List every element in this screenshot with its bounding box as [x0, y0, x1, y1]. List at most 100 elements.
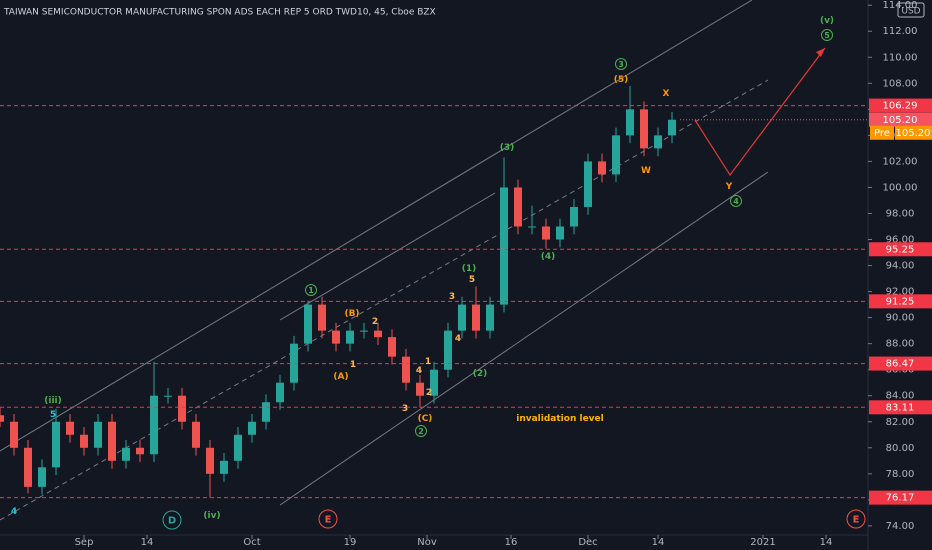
candle-body — [304, 304, 312, 344]
wave-label: 3 — [402, 404, 408, 414]
channel-middle — [0, 79, 769, 521]
candle-body — [374, 330, 382, 338]
candle-body — [234, 434, 242, 461]
currency-box[interactable] — [897, 2, 925, 18]
level-label-box — [869, 356, 932, 371]
candle-body — [444, 330, 452, 370]
level-label-box — [869, 294, 932, 309]
wave-label: 5 — [824, 31, 830, 40]
candle-body — [500, 187, 508, 305]
candle-body — [556, 226, 564, 240]
wave-label: 1 — [308, 286, 314, 295]
candle-body — [108, 421, 116, 461]
channel-upper — [0, 0, 753, 452]
x-tick-label: Oct — [243, 537, 260, 548]
level-label-box — [869, 400, 932, 415]
candle-body — [206, 447, 214, 474]
level-label: 91.25 — [886, 296, 915, 307]
wave-label: 4 — [11, 507, 17, 517]
y-tick-label: 78.00 — [886, 469, 915, 480]
candle-body — [654, 135, 662, 149]
y-tick-label: 98.00 — [886, 208, 915, 219]
last-price-box — [869, 112, 932, 127]
y-tick-label: 92.00 — [886, 287, 915, 298]
premarket-tag: Pre — [874, 128, 890, 139]
candle-body — [122, 447, 130, 461]
wave-label: 4 — [733, 197, 739, 206]
wave-label: Y — [725, 182, 733, 192]
wave-label: (iii) — [44, 396, 61, 406]
candle-body — [24, 447, 32, 487]
candle-body — [640, 109, 648, 149]
wave-label: invalidation level — [516, 414, 603, 424]
wave-label: (4) — [541, 252, 556, 262]
wave-label: (C) — [418, 414, 433, 424]
wave-circle — [305, 284, 317, 296]
level-label: 95.25 — [886, 244, 915, 255]
candle-body — [248, 421, 256, 435]
candle-body — [94, 421, 102, 448]
y-tick-label: 88.00 — [886, 339, 915, 350]
y-tick-label: 102.00 — [883, 156, 918, 167]
wave-label: 2 — [372, 317, 378, 327]
x-tick-label: 14 — [652, 537, 665, 548]
candle-body — [318, 304, 326, 331]
wave-circle — [821, 29, 833, 41]
x-tick-label: 14 — [141, 537, 154, 548]
candle-body — [514, 187, 522, 227]
projection-arrow — [694, 47, 826, 177]
candle-body — [472, 304, 480, 331]
wave-circle — [318, 509, 338, 529]
wave-label: 1 — [350, 360, 356, 370]
y-tick-label: 112.00 — [883, 26, 918, 37]
candle-body — [80, 434, 88, 448]
candle-body — [542, 226, 550, 240]
candle-body — [598, 161, 606, 175]
candle-body — [136, 447, 144, 455]
candle-body — [584, 161, 592, 207]
y-tick-label: 110.00 — [883, 52, 918, 63]
candle-body — [66, 421, 74, 435]
wave-circle — [415, 425, 427, 437]
last-price-label: 105.20 — [883, 115, 918, 126]
arrow-head — [816, 48, 825, 57]
candle-body — [178, 395, 186, 422]
y-tick-label: 80.00 — [886, 443, 915, 454]
candle-body — [416, 382, 424, 396]
x-tick-label: 19 — [344, 537, 357, 548]
chart-title: TAIWAN SEMICONDUCTOR MANUFACTURING SPON … — [3, 8, 436, 18]
level-label: 86.47 — [886, 359, 915, 370]
candle-body — [668, 119, 676, 136]
wave-label: (2) — [473, 369, 488, 379]
candle-body — [626, 109, 634, 136]
wave-label: W — [641, 166, 651, 176]
level-label: 76.17 — [886, 493, 915, 504]
wave-label: 1 — [425, 357, 431, 367]
wave-label: (5) — [614, 75, 629, 85]
channel-lower — [279, 171, 769, 506]
x-tick-label: 14 — [820, 537, 833, 548]
level-label-box — [869, 490, 932, 505]
candle-body — [0, 415, 4, 422]
wave-label: D — [168, 516, 176, 527]
wave-label: 2 — [426, 388, 432, 398]
x-tick-label: Nov — [417, 537, 437, 548]
y-tick-label: 94.00 — [886, 261, 915, 272]
candle-body — [388, 337, 396, 357]
candle-body — [332, 330, 340, 344]
candle-body — [360, 330, 368, 332]
wave-circle — [615, 58, 627, 70]
level-label: 83.11 — [886, 402, 915, 413]
wave-label: (iv) — [203, 511, 220, 521]
wave-label: (B) — [344, 309, 359, 319]
x-tick-label: 16 — [505, 537, 518, 548]
wave-label: 2 — [418, 427, 424, 436]
candle-body — [612, 135, 620, 175]
wave-label: (3) — [500, 143, 515, 153]
x-tick-label: Sep — [75, 537, 94, 548]
wave-label: 3 — [618, 60, 624, 69]
candle-body — [192, 421, 200, 448]
candle-body — [150, 395, 158, 455]
level-label: 106.29 — [883, 101, 918, 112]
